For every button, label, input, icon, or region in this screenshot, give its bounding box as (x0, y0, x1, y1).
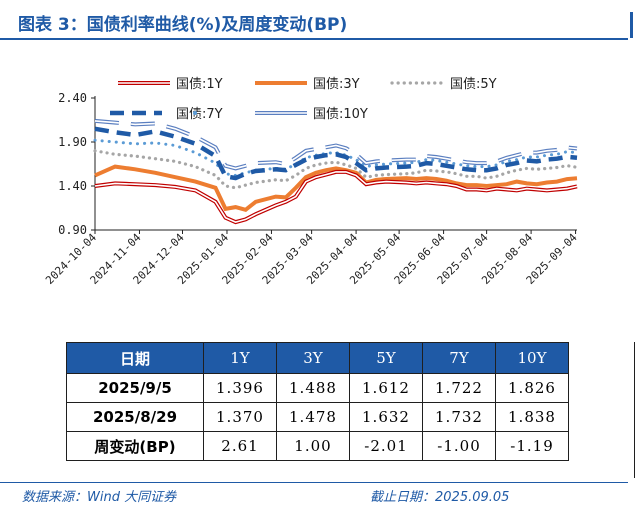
cell-10y: 1.826 (495, 373, 569, 403)
y-tick-label: 1.90 (58, 135, 87, 149)
yield-table: 日期 1Y 3Y 5Y 7Y 10Y 2025/9/5 1.396 1.488 … (66, 342, 569, 461)
table-header-1y: 1Y (203, 342, 277, 374)
series-line-path (93, 149, 579, 190)
legend-label: 国债:10Y (313, 107, 368, 122)
row-label: 周变动(BP) (66, 431, 204, 461)
series-line-inner (94, 120, 578, 170)
legend-item: 国债:10Y (255, 107, 368, 122)
cell-5y: 1.632 (349, 402, 423, 432)
x-axis: 2024-10-042024-11-042024-12-042025-01-04… (43, 229, 580, 287)
figure-title: 图表 3：国债利率曲线(%)及周度变动(BP) (18, 15, 348, 35)
data-source: 数据来源：Wind 大同证券 (22, 490, 177, 505)
legend-label: 国债:5Y (450, 77, 497, 92)
row-label: 2025/9/5 (66, 373, 204, 403)
table-header-5y: 5Y (349, 342, 423, 374)
chart-legend: 国债:1Y 国债:3Y 国债:5Y 国债:7Y 国债:10Y (110, 77, 497, 122)
y-tick-label: 1.40 (58, 179, 87, 193)
cell-3y: 1.478 (276, 402, 350, 432)
legend-label: 国债:7Y (176, 107, 223, 122)
series-line-path (94, 126, 578, 181)
legend-item: 国债:1Y (118, 77, 223, 92)
legend-dot-marker (193, 111, 197, 115)
series-line (94, 126, 578, 181)
cell-10y: 1.838 (495, 402, 569, 432)
series-line (94, 118, 578, 171)
cell-1y: 1.396 (203, 373, 277, 403)
cell-1y: 1.370 (203, 402, 277, 432)
legend-item: 国债:5Y (390, 77, 497, 92)
table-header-7y: 7Y (422, 342, 496, 374)
footer-divider (0, 482, 628, 483)
page-edge-mark (630, 12, 633, 38)
yield-curve-chart: 国债:1Y 国债:3Y 国债:5Y 国债:7Y 国债:10Y 2.40 1.90 1.40 0… (43, 77, 580, 287)
cell-3y: 1.00 (276, 431, 350, 461)
y-tick-label: 2.40 (58, 91, 87, 105)
cell-5y: -2.01 (349, 431, 423, 461)
table-header-row: 日期 1Y 3Y 5Y 7Y 10Y (66, 342, 569, 374)
y-axis: 2.40 1.90 1.40 0.90 (58, 91, 96, 237)
legend-item: 国债:3Y (255, 77, 360, 92)
table-header-10y: 10Y (495, 342, 569, 374)
y-tick-label: 0.90 (58, 223, 87, 237)
cell-3y: 1.488 (276, 373, 350, 403)
series-line (94, 169, 578, 225)
series-line (93, 149, 579, 190)
title-divider (0, 38, 628, 40)
series-line-inner (94, 171, 578, 223)
table-row: 2025/9/5 1.396 1.488 1.612 1.722 1.826 (66, 373, 569, 403)
table-header-3y: 3Y (276, 342, 350, 374)
cell-5y: 1.612 (349, 373, 423, 403)
cell-7y: 1.732 (422, 402, 496, 432)
cell-7y: 1.722 (422, 373, 496, 403)
legend-label: 国债:3Y (313, 77, 360, 92)
cell-1y: 2.61 (203, 431, 277, 461)
legend-label: 国债:1Y (176, 77, 223, 92)
plot-area (93, 118, 579, 225)
legend-item: 国债:7Y (110, 107, 223, 122)
table-row: 周变动(BP) 2.61 1.00 -2.01 -1.00 -1.19 (66, 431, 569, 461)
adjacent-table-edge (634, 342, 638, 478)
table-row: 2025/8/29 1.370 1.478 1.632 1.732 1.838 (66, 402, 569, 432)
as-of-date: 截止日期：2025.09.05 (370, 490, 510, 505)
table-header-date: 日期 (66, 342, 204, 374)
cell-7y: -1.00 (422, 431, 496, 461)
cell-10y: -1.19 (495, 431, 569, 461)
row-label: 2025/8/29 (66, 402, 204, 432)
series-line-outer (94, 169, 578, 225)
